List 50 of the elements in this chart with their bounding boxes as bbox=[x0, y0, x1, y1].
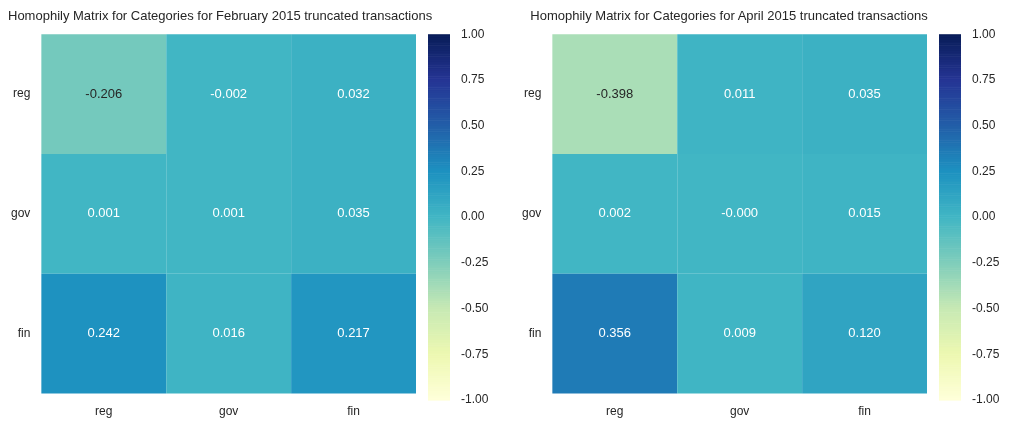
chart-title: Homophily Matrix for Categories for February 2015 truncated transactions bbox=[8, 8, 433, 24]
y-tick-label: gov bbox=[10, 206, 31, 221]
color-bar-label: 1.00 bbox=[461, 26, 485, 41]
data-label: 0.217 bbox=[337, 325, 370, 341]
data-label: 0.016 bbox=[212, 325, 245, 341]
color-bar-label: 0.50 bbox=[972, 117, 996, 132]
data-label: 0.001 bbox=[87, 205, 121, 221]
color-bar-label: 0.00 bbox=[461, 209, 485, 224]
data-label: -0.000 bbox=[721, 205, 759, 221]
x-tick-label: fin bbox=[858, 404, 871, 419]
data-label: 0.035 bbox=[337, 205, 370, 221]
color-bar-label: 0.50 bbox=[461, 117, 485, 132]
data-label: 0.032 bbox=[337, 85, 370, 101]
data-label: 0.242 bbox=[87, 325, 121, 341]
data-label: -0.398 bbox=[596, 85, 634, 101]
data-label: 0.356 bbox=[598, 325, 632, 341]
color-bar-label: 0.75 bbox=[461, 72, 485, 87]
color-bar-label: 0.25 bbox=[461, 163, 485, 178]
data-label: 0.002 bbox=[598, 205, 632, 221]
data-label: 0.120 bbox=[848, 325, 881, 341]
color-bar-label: -0.75 bbox=[972, 346, 1000, 361]
data-label: -0.002 bbox=[210, 85, 248, 101]
color-bar-label: -0.50 bbox=[972, 300, 1000, 315]
data-label: 0.015 bbox=[848, 205, 881, 221]
color-bar-label: -0.25 bbox=[461, 255, 489, 270]
y-tick-label: reg bbox=[13, 86, 31, 101]
x-tick-label: gov bbox=[218, 404, 239, 419]
x-tick-label: fin bbox=[347, 404, 360, 419]
data-label: 0.009 bbox=[723, 325, 756, 341]
x-tick-label: reg bbox=[606, 404, 624, 419]
color-bar-label: 0.25 bbox=[972, 163, 996, 178]
color-bar-label: -1.00 bbox=[461, 392, 489, 407]
data-label: -0.206 bbox=[85, 85, 123, 101]
x-tick-label: reg bbox=[95, 404, 113, 419]
y-tick-label: reg bbox=[524, 86, 542, 101]
chart-title: Homophily Matrix for Categories for April 2015 truncated transactions bbox=[529, 8, 929, 24]
y-tick-label: gov bbox=[521, 206, 542, 221]
y-tick-label: fin bbox=[17, 326, 31, 341]
x-tick-label: gov bbox=[729, 404, 750, 419]
y-tick-label: fin bbox=[528, 326, 542, 341]
color-bar-label: -0.25 bbox=[972, 255, 1000, 270]
color-bar-label: -0.75 bbox=[461, 346, 489, 361]
data-label: 0.011 bbox=[723, 85, 756, 101]
color-bar-label: -0.50 bbox=[461, 300, 489, 315]
data-label: 0.001 bbox=[212, 205, 245, 221]
color-bar-label: 0.75 bbox=[972, 72, 996, 87]
color-bar-label: -1.00 bbox=[972, 392, 1000, 407]
data-label: 0.035 bbox=[848, 85, 881, 101]
color-bar-label: 1.00 bbox=[972, 26, 996, 41]
color-bar-label: 0.00 bbox=[972, 209, 996, 224]
